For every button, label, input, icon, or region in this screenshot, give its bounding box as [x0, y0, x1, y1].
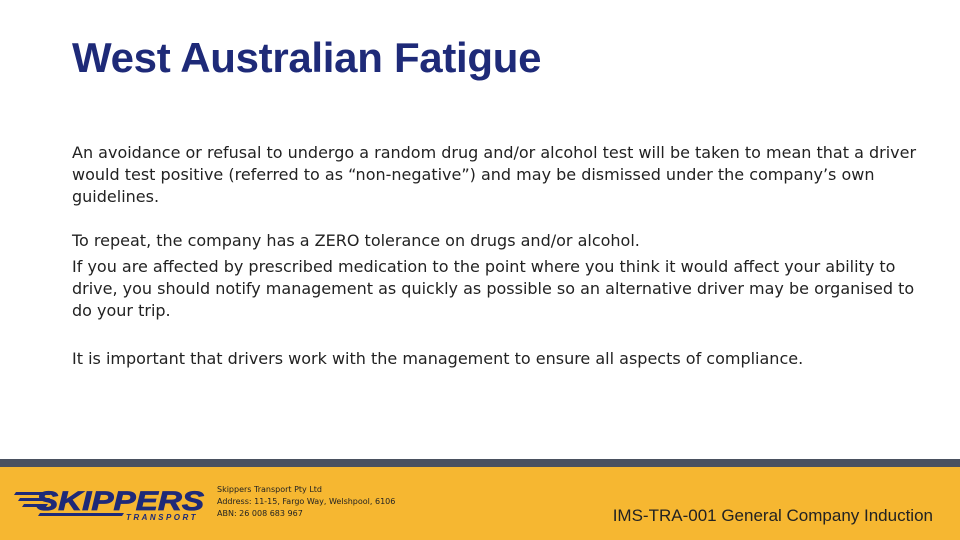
footer: SKIPPERS TRANSPORT Skippers Transport Pt… — [0, 467, 960, 540]
speed-lines-icon — [14, 492, 52, 507]
paragraph-medication: If you are affected by prescribed medica… — [72, 257, 915, 320]
logo-underline — [38, 513, 124, 516]
logo-wordmark: SKIPPERS — [36, 486, 204, 516]
company-name: Skippers Transport Pty Ltd — [217, 485, 323, 494]
company-address: Address: 11-15, Fargo Way, Welshpool, 61… — [217, 497, 396, 506]
paragraph-zero-tolerance: To repeat, the company has a ZERO tolera… — [72, 231, 640, 250]
company-info: Skippers Transport Pty Ltd Address: 11-1… — [217, 484, 395, 520]
slide-body: An avoidance or refusal to undergo a ran… — [72, 142, 932, 370]
footer-divider — [0, 459, 960, 467]
document-code: IMS-TRA-001 General Company Induction — [612, 506, 933, 525]
skippers-logo: SKIPPERS TRANSPORT — [14, 486, 204, 522]
logo-subtext: TRANSPORT — [126, 513, 198, 522]
paragraph-compliance: It is important that drivers work with t… — [72, 349, 804, 368]
slide-title: West Australian Fatigue — [72, 34, 542, 81]
company-abn: ABN: 26 008 683 967 — [217, 509, 303, 518]
paragraph-non-negative: An avoidance or refusal to undergo a ran… — [72, 143, 917, 206]
